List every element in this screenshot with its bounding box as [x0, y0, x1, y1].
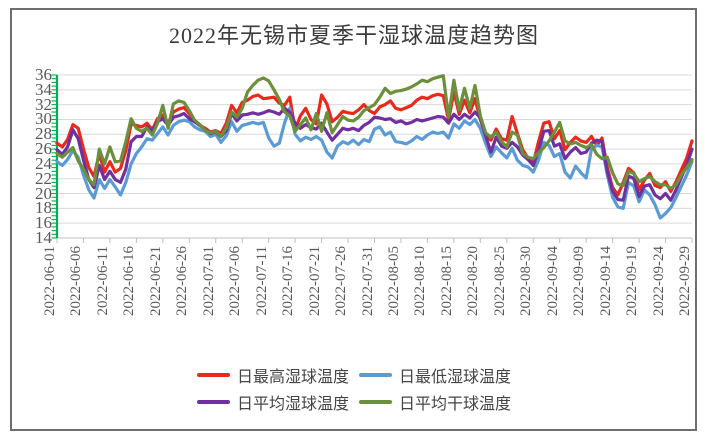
y-tick-label: 14	[35, 228, 52, 247]
x-tick-label: 2022-08-05	[385, 246, 402, 316]
legend-item: 日平均干球温度	[359, 390, 511, 414]
series-line-日最低湿球温度	[55, 106, 694, 220]
series-line-日平均湿球温度	[55, 106, 694, 202]
x-tick-label: 2022-09-19	[624, 246, 641, 316]
x-tick-label: 2022-08-15	[438, 246, 455, 316]
x-tick-label: 2022-06-26	[174, 246, 191, 316]
y-tick-label: 24	[35, 153, 52, 173]
y-tick-label: 30	[35, 109, 52, 129]
legend-item: 日最低湿球温度	[359, 363, 511, 387]
legend-label: 日平均干球温度	[399, 396, 512, 413]
y-tick-label: 18	[35, 198, 52, 218]
x-tick-label: 2022-06-16	[121, 246, 138, 316]
x-tick-label: 2022-09-29	[677, 246, 693, 316]
chart-frame	[10, 8, 697, 431]
y-tick-label: 28	[35, 124, 52, 144]
x-tick-label: 2022-07-21	[306, 246, 323, 316]
legend-row: 日平均湿球温度 日平均干球温度	[196, 390, 511, 414]
x-tick-label: 2022-09-09	[571, 246, 588, 316]
x-tick-label: 2022-07-16	[280, 246, 297, 316]
legend-row: 日最高湿球温度 日最低湿球温度	[196, 363, 511, 387]
y-tick-label: 36	[35, 65, 52, 84]
x-tick-label: 2022-09-24	[650, 246, 667, 316]
x-tick-label: 2022-08-30	[518, 246, 535, 316]
x-tick-label: 2022-08-25	[491, 246, 508, 316]
x-tick-label: 2022-07-11	[253, 246, 270, 316]
x-tick-label: 2022-06-11	[94, 246, 111, 316]
series-line-日平均干球温度	[55, 74, 694, 190]
x-tick-label: 2022-07-31	[359, 246, 376, 316]
x-tick-label: 2022-08-10	[412, 246, 429, 316]
legend-label: 日最低湿球温度	[399, 369, 512, 386]
x-tick-label: 2022-08-20	[465, 246, 482, 316]
legend-label: 日最高湿球温度	[236, 369, 349, 386]
x-tick-label: 2022-09-04	[544, 246, 561, 316]
legend-label: 日平均湿球温度	[236, 396, 349, 413]
y-tick-label: 22	[35, 168, 52, 188]
x-tick-label: 2022-07-06	[227, 246, 244, 316]
x-tick-label: 2022-07-01	[200, 246, 217, 316]
x-tick-label: 2022-07-26	[333, 246, 350, 316]
series-line-日最高湿球温度	[55, 90, 694, 197]
x-tick-label: 2022-06-21	[147, 246, 164, 316]
y-tick-label: 16	[35, 213, 52, 233]
x-tick-label: 2022-09-14	[597, 246, 614, 316]
legend-line-marker	[359, 373, 392, 377]
legend-item: 日最高湿球温度	[196, 363, 349, 387]
legend-item: 日平均湿球温度	[196, 390, 349, 414]
x-tick-label: 2022-06-01	[42, 246, 58, 316]
chart-title: 2022年无锡市夏季干湿球温度趋势图	[168, 23, 539, 48]
x-tick-label: 2022-06-06	[68, 246, 85, 316]
y-tick-label: 34	[35, 79, 52, 99]
legend-line-marker	[196, 373, 230, 377]
legend-line-marker	[196, 400, 230, 404]
y-tick-label: 26	[35, 139, 52, 159]
legend: 日最高湿球温度 日最低湿球温度日平均湿球温度 日平均干球温度	[0, 363, 708, 414]
y-tick-label: 32	[35, 94, 52, 114]
y-tick-label: 20	[35, 183, 52, 203]
legend-line-marker	[359, 400, 392, 404]
